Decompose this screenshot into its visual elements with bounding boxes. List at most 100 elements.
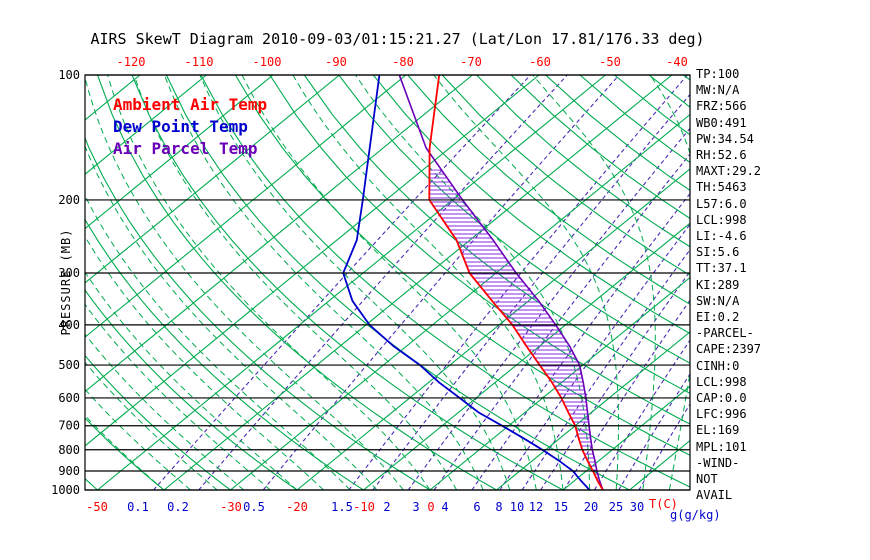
- bottom-axis-tick-ratio: 0.2: [167, 500, 189, 514]
- dry-adiabat-line: [85, 289, 298, 490]
- isotherm-line: [97, 75, 606, 490]
- dry-adiabat-line: [96, 75, 497, 490]
- dry-adiabat-line: [85, 417, 165, 490]
- pressure-tick-label: 900: [58, 464, 80, 478]
- bottom-axis-tick-ratio: 0.5: [243, 500, 265, 514]
- stat-line: EL:169: [696, 423, 740, 438]
- moist-adiabat-line: [85, 361, 218, 490]
- dry-adiabat-line: [338, 75, 690, 364]
- isotherm-line: [0, 75, 7, 490]
- pressure-tick-label: 300: [58, 266, 80, 280]
- isotherm-line: [562, 385, 690, 490]
- stat-line: CAPE:2397: [696, 342, 762, 357]
- stat-line: -PARCEL-: [696, 326, 754, 341]
- isotherm-line: [85, 75, 407, 338]
- top-axis-tick: -60: [529, 55, 551, 69]
- moist-adiabat-line: [85, 333, 245, 490]
- dry-adiabat-line: [476, 75, 690, 248]
- moist-adiabat-line: [199, 75, 511, 490]
- moist-adiabat-line: [85, 388, 191, 490]
- legend-dew: Dew Point Temp: [113, 117, 248, 136]
- bottom-axis-tick-temp: -30: [220, 500, 242, 514]
- ratio-unit-label: g(g/kg): [670, 508, 721, 522]
- dry-adiabat-line: [85, 218, 364, 490]
- top-axis-tick: -40: [666, 55, 688, 69]
- stat-line: LCL:998: [696, 212, 747, 227]
- moist-adiabat-line: [355, 75, 591, 490]
- bottom-axis-tick-ratio: 4: [441, 500, 448, 514]
- legend-parcel: Air Parcel Temp: [113, 139, 258, 158]
- pressure-tick-label: 400: [58, 318, 80, 332]
- ambient-air-temp-curve: [428, 75, 604, 490]
- mixing-ratio-line: [521, 248, 690, 490]
- dry-adiabat-line: [441, 75, 690, 276]
- top-axis-tick: -120: [117, 55, 146, 69]
- moist-adiabat-line: [133, 75, 458, 490]
- stat-line: CINH:0: [696, 358, 740, 373]
- bottom-axis-tick-ratio: 10: [510, 500, 524, 514]
- dry-adiabat-line: [85, 354, 231, 490]
- stat-line: TP:100: [696, 67, 740, 81]
- dry-adiabat-line: [200, 75, 690, 488]
- legend: Ambient Air Temp Dew Point Temp Air Parc…: [113, 94, 267, 160]
- bottom-axis-tick-ratio: 25: [609, 500, 623, 514]
- bottom-axis-tick-ratio: 3: [412, 500, 419, 514]
- top-axis-tick: -90: [325, 55, 347, 69]
- moist-adiabat-line: [85, 271, 298, 490]
- pressure-tick-label: 600: [58, 391, 80, 405]
- dry-adiabat-line: [407, 75, 690, 305]
- bottom-axis-tick-ratio: 12: [529, 500, 543, 514]
- dry-adiabat-line: [131, 75, 564, 490]
- top-axis-tick: -110: [185, 55, 214, 69]
- bottom-axis-tick-ratio: 30: [630, 500, 644, 514]
- moist-adiabat-line: [85, 303, 271, 490]
- stat-line: PW:34.54: [696, 131, 754, 146]
- isotherm-line: [85, 75, 207, 175]
- top-axis-tick: -100: [253, 55, 282, 69]
- mixing-ratio-line: [348, 75, 688, 490]
- stat-line: MW:N/A: [696, 83, 740, 98]
- stat-line: SW:N/A: [696, 293, 740, 308]
- bottom-axis-tick-temp: -50: [86, 500, 108, 514]
- isotherm-line: [85, 75, 473, 393]
- stat-line: EI:0.2: [696, 310, 740, 325]
- air-parcel-temp-curve: [398, 75, 604, 490]
- top-axis-tick: -70: [460, 55, 482, 69]
- pressure-tick-label: 800: [58, 443, 80, 457]
- stat-line: TT:37.1: [696, 261, 747, 276]
- stat-line: LCL:998: [696, 374, 747, 389]
- moist-adiabat-line: [85, 235, 324, 490]
- stat-line: WB0:491: [696, 115, 747, 130]
- legend-ambient: Ambient Air Temp: [113, 95, 268, 114]
- bottom-axis-tick-ratio: 20: [584, 500, 598, 514]
- isotherm-line: [296, 168, 690, 490]
- stat-line: FRZ:566: [696, 99, 747, 114]
- pressure-tick-label: 700: [58, 419, 80, 433]
- moist-adiabat-line: [164, 75, 484, 490]
- pressure-tick-label: 500: [58, 358, 80, 372]
- moist-adiabat-line: [107, 75, 431, 490]
- axis-labels: -120 -110 -100 -90 -80 -70 -60 -50 -40-50 0.1 0.2-…: [51, 55, 720, 522]
- stat-line: CAP:0.0: [696, 391, 747, 406]
- dew-point-temp-curve: [342, 75, 591, 490]
- bottom-axis-tick-ratio: 1.5: [331, 500, 353, 514]
- moist-adiabat-line: [292, 75, 564, 490]
- pressure-tick-label: 100: [58, 68, 80, 82]
- isotherm-line: [429, 276, 690, 490]
- dry-adiabat-line: [85, 136, 431, 490]
- temp-unit-label: T(C): [649, 497, 678, 511]
- plot-border: [84, 74, 691, 491]
- pressure-tick-label: 1000: [51, 483, 80, 497]
- bottom-axis-tick-temp: 0: [427, 500, 434, 514]
- bottom-axis-tick-ratio: 2: [383, 500, 390, 514]
- isotherm-line: [85, 75, 274, 230]
- stat-line: -WIND-: [696, 455, 740, 470]
- chart-title: AIRS SkewT Diagram 2010-09-03/01:15:21.2…: [90, 30, 705, 48]
- stat-line: AVAIL: [696, 488, 733, 503]
- bottom-axis-tick-ratio: 8: [495, 500, 502, 514]
- stat-line: L57:6.0: [696, 196, 747, 211]
- stats-panel: TP:100 MW:N/A FRZ:566 WB0:491 PW:34.54 RH:52.…: [696, 66, 761, 503]
- moist-adiabat-line: [85, 414, 165, 490]
- moist-adiabat-line: [649, 75, 690, 490]
